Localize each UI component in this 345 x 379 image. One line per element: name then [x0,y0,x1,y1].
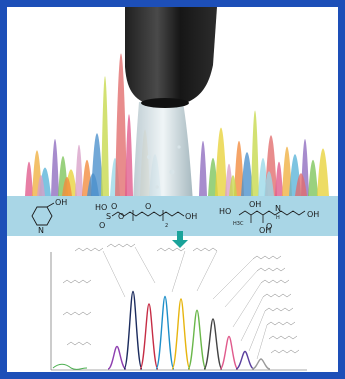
nozzle [125,7,217,107]
sulfonate-o-label-2: O [111,202,117,211]
graphical-abstract: OH N HO O S O O O OH 2 HO H3C OH O N H O… [7,7,338,371]
sulfonate-oh-label: OH [185,212,197,221]
chromatogram-baseline-bump [52,363,88,370]
chromatogram-peak [123,290,143,370]
amide-oh-label-1: OH [249,200,261,209]
sulfonate-s-label: S [106,212,111,221]
leader-lines [102,246,268,360]
background-peak [241,152,253,196]
sulfonate-subscript: 2 [165,223,168,229]
structure-annotations [62,243,300,354]
chromatogram-traces [52,290,271,370]
background-peak [264,171,274,196]
chromatogram-chart [50,243,307,371]
amide-oh-label-3: OH [307,210,319,219]
chromatogram-peak [155,295,175,370]
background-peak [251,110,259,196]
chromatogram-peak [219,335,239,370]
jet-droplets [147,145,181,189]
molecule-amide [238,210,306,223]
background-peak [308,159,318,196]
background-peak [125,114,133,196]
background-peak [215,127,227,196]
amide-oh-label-2: OH [259,226,271,235]
chromatogram-peak [139,303,159,370]
amide-n-label: N [275,204,281,213]
sulfonate-o-label-1: O [99,221,105,230]
molecule-pyridinol [31,202,55,226]
liquid-jet [133,102,193,203]
molecule-sulfonate [111,210,185,221]
chromatogram-peak [235,350,255,370]
background-peak [115,53,127,196]
pyridinol-oh-label: OH [55,198,67,207]
amide-o-label: O [266,222,272,231]
background-peak [229,175,237,196]
chromatogram-peak [187,309,207,370]
background-peak [51,139,59,196]
pyridinol-n-label: N [38,226,44,235]
amide-h-label: H [276,215,280,221]
chromatogram-peak [251,358,271,370]
background-peak [317,148,329,196]
background-peak [199,140,207,196]
background-peak [275,161,283,196]
sulfonate-o-label-4: O [145,202,151,211]
background-peak [282,146,292,196]
background-peak [25,161,33,196]
chromatogram-peak [107,345,127,370]
background-peak [75,144,83,196]
background-peak [295,173,307,196]
down-arrow-icon [172,231,188,248]
background-peak [234,140,244,196]
sulfonate-ho-label: HO [95,203,107,212]
amide-ho-label: HO [219,207,231,216]
amide-h3c-label: H3C [233,221,244,227]
chromatogram-peak [203,318,223,370]
background-peak [62,177,72,196]
background-peak [37,175,45,196]
background-peak [87,173,99,196]
background-peak [101,76,109,196]
nozzle-tip [141,98,189,108]
chromatogram-peak [171,298,191,370]
sulfonate-o-label-3: O [118,212,124,221]
